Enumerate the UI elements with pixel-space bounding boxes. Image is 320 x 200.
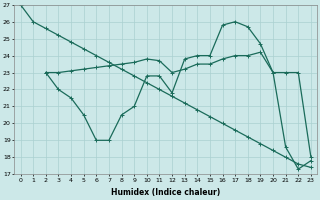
X-axis label: Humidex (Indice chaleur): Humidex (Indice chaleur) [111,188,220,197]
